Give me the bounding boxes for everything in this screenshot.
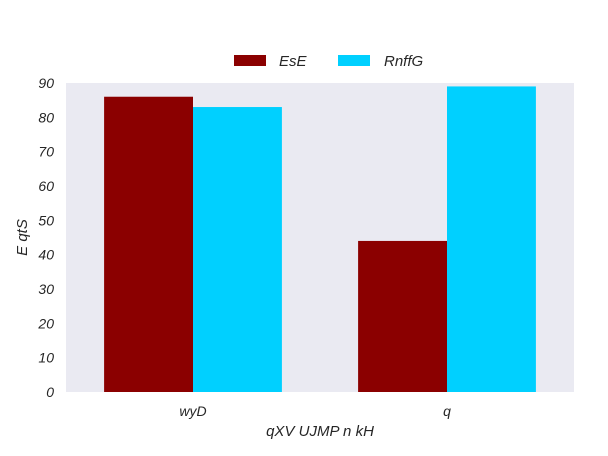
y-axis-label: E qtS: [14, 219, 31, 256]
y-tick-label: 90: [38, 75, 54, 91]
x-tick-label: q: [443, 403, 451, 419]
y-tick-label: 40: [38, 247, 54, 263]
legend-swatch-RnffG: [338, 55, 370, 66]
y-tick-label: 50: [38, 212, 54, 228]
y-tick-label: 60: [38, 178, 54, 194]
y-axis-ticks: 0 10 20 30 40 50 60 70 80 90: [37, 75, 54, 400]
y-tick-label: 0: [46, 384, 54, 400]
y-tick-label: 10: [38, 350, 54, 366]
bars: [104, 86, 536, 393]
bar-EsE-q: [358, 240, 447, 392]
bar-RnffG-q: [447, 86, 536, 392]
x-axis-label: qXV UJMP n kH: [266, 423, 374, 440]
legend: EsE RnffG: [234, 53, 424, 70]
bar-RnffG-wyD: [193, 107, 282, 393]
y-tick-label: 30: [38, 281, 54, 297]
bar-EsE-wyD: [104, 96, 193, 392]
legend-label-EsE: EsE: [279, 53, 308, 70]
x-axis-ticks: wyD q: [179, 403, 451, 419]
y-tick-label: 80: [38, 109, 54, 125]
y-tick-label: 20: [37, 315, 54, 331]
legend-label-RnffG: RnffG: [384, 53, 424, 70]
y-tick-label: 70: [38, 144, 54, 160]
legend-swatch-EsE: [234, 55, 266, 66]
x-tick-label: wyD: [179, 403, 206, 419]
